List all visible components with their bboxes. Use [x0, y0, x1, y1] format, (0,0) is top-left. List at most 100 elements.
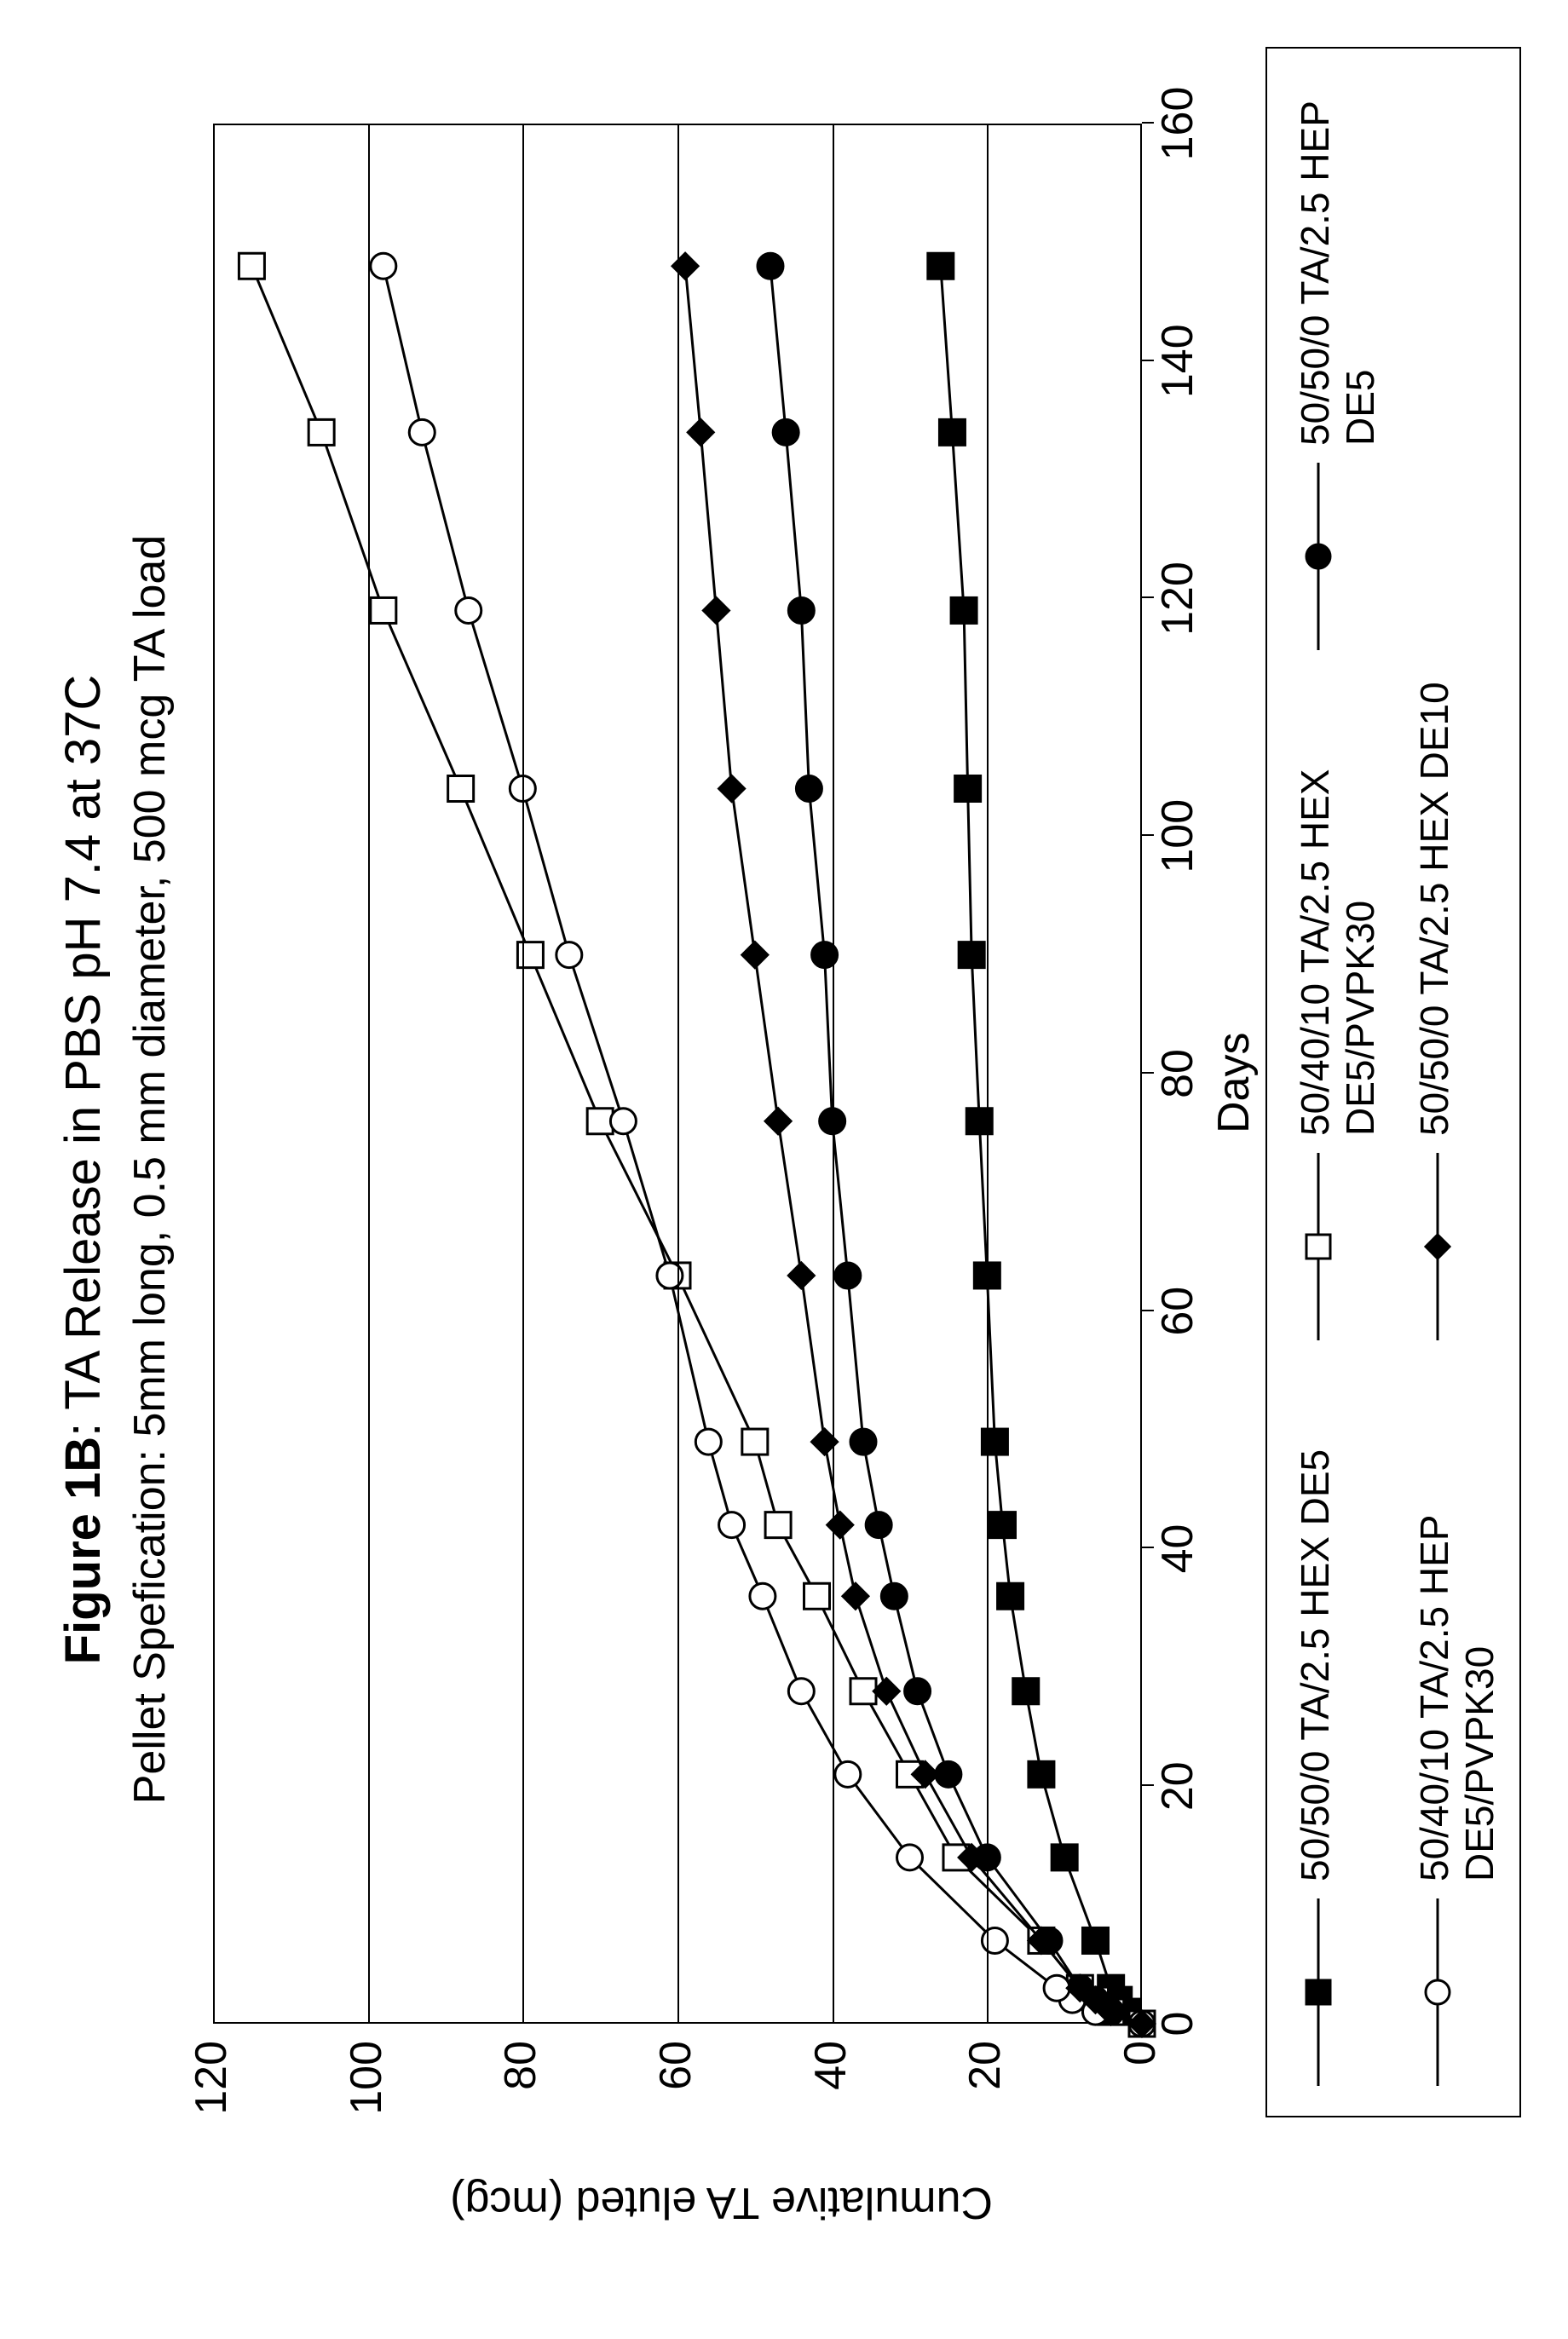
series-marker — [850, 1429, 876, 1455]
series-marker — [951, 597, 977, 623]
series-marker — [897, 1845, 923, 1870]
series-marker — [448, 776, 474, 802]
series-marker — [873, 1679, 899, 1704]
x-tick-label: 100 — [1152, 776, 1203, 896]
chart-title-line1: Figure 1B: TA Release in PBS pH 7.4 at 3… — [51, 0, 115, 2339]
gridline — [522, 124, 524, 2024]
series-marker — [982, 1927, 1007, 1953]
y-axis-label: Cumulative TA eluted (mcg) — [450, 2177, 993, 2228]
series-marker — [1013, 1679, 1039, 1704]
y-tick-label: 20 — [960, 2041, 1011, 2160]
series-marker — [239, 253, 264, 279]
x-tick-label: 20 — [1152, 1726, 1203, 1846]
series-marker — [804, 1583, 830, 1609]
series-line — [770, 266, 1142, 2024]
series-marker — [765, 1512, 791, 1538]
plot-area: 020406080100120020406080100120140160 — [213, 124, 1142, 2024]
series-marker — [796, 776, 821, 802]
series-marker — [556, 942, 582, 968]
series-marker — [742, 942, 768, 968]
series-marker — [788, 1263, 814, 1288]
chart-title-line2: Pellet Spefication: 5mm long, 0.5 mm dia… — [122, 0, 180, 2339]
series-marker — [1029, 1761, 1054, 1787]
legend-label: 50/40/10 TA/2.5 HEXDE5/PVPK30 — [1293, 769, 1383, 1136]
legend-swatch — [1293, 463, 1344, 650]
series-marker — [843, 1583, 868, 1609]
legend-box: 50/50/0 TA/2.5 HEX DE5 50/40/10 TA/2.5 HE… — [1265, 47, 1521, 2117]
series-line — [685, 266, 1142, 2024]
series-marker — [371, 597, 396, 623]
series-marker — [773, 419, 798, 445]
series-marker — [750, 1583, 775, 1609]
series-marker — [517, 942, 543, 968]
series-marker — [835, 1263, 861, 1288]
series-marker — [688, 419, 713, 445]
series-marker — [866, 1512, 891, 1538]
legend-swatch — [1412, 1153, 1463, 1340]
series-marker — [1052, 1845, 1077, 1870]
legend-label: 50/50/0 TA/2.5 HEP DE5 — [1293, 71, 1383, 446]
series-line — [941, 266, 1142, 2024]
series-marker — [928, 253, 954, 279]
series-marker — [905, 1679, 931, 1704]
series-marker — [672, 253, 698, 279]
x-tick-label: 160 — [1152, 64, 1203, 183]
legend-item: 50/50/0 TA/2.5 HEX DE10 — [1412, 659, 1463, 1340]
series-marker — [371, 253, 396, 279]
series-marker — [695, 1429, 721, 1455]
series-marker — [308, 419, 334, 445]
gridline — [987, 124, 989, 2024]
landscape-canvas: Figure 1B: TA Release in PBS pH 7.4 at 3… — [0, 0, 1568, 2339]
series-marker — [788, 1679, 814, 1704]
series-marker — [982, 1429, 1007, 1455]
series-marker — [835, 1761, 861, 1787]
series-marker — [827, 1512, 853, 1538]
series-marker — [719, 776, 745, 802]
series-marker — [765, 1109, 791, 1134]
legend-item: 50/50/0 TA/2.5 HEP DE5 — [1293, 71, 1383, 650]
series-marker — [742, 1429, 768, 1455]
series-marker — [610, 1109, 636, 1134]
y-tick-label: 40 — [805, 2041, 856, 2160]
legend-label: 50/50/0 TA/2.5 HEX DE5 — [1293, 1449, 1338, 1881]
x-tick-label: 0 — [1152, 1964, 1203, 2083]
series-line — [383, 266, 1142, 2024]
legend-label: 50/50/0 TA/2.5 HEX DE10 — [1412, 682, 1457, 1136]
legend-swatch — [1293, 1153, 1344, 1340]
legend-item: 50/40/10 TA/2.5 HEXDE5/PVPK30 — [1293, 659, 1383, 1340]
legend-swatch — [1412, 1898, 1463, 2086]
series-marker — [587, 1109, 613, 1134]
series-marker — [758, 253, 783, 279]
series-marker — [881, 1583, 907, 1609]
chart-title-block: Figure 1B: TA Release in PBS pH 7.4 at 3… — [51, 0, 180, 2339]
x-tick-label: 120 — [1152, 539, 1203, 659]
title-rest: : TA Release in PBS pH 7.4 at 37C — [55, 675, 111, 1437]
series-marker — [959, 942, 984, 968]
gridline — [368, 124, 370, 2024]
x-tick-label: 40 — [1152, 1489, 1203, 1609]
y-tick-label: 120 — [186, 2041, 237, 2160]
series-marker — [456, 597, 481, 623]
series-marker — [788, 597, 814, 623]
legend-item: 50/40/10 TA/2.5 HEPDE5/PVPK30 — [1412, 1353, 1502, 2086]
series-marker — [998, 1583, 1023, 1609]
y-tick-label: 100 — [341, 2041, 392, 2160]
series-marker — [409, 419, 435, 445]
gridline — [677, 124, 679, 2024]
series-line — [251, 266, 1142, 2024]
series-marker — [703, 597, 729, 623]
x-tick-label: 140 — [1152, 302, 1203, 421]
y-tick-label: 80 — [495, 2041, 546, 2160]
x-axis-label: Days — [1208, 1033, 1260, 1133]
series-marker — [955, 776, 981, 802]
x-tick-label: 60 — [1152, 1252, 1203, 1371]
series-marker — [939, 419, 965, 445]
page-root: Figure 1B: TA Release in PBS pH 7.4 at 3… — [0, 0, 1568, 2339]
legend-label: 50/40/10 TA/2.5 HEPDE5/PVPK30 — [1412, 1515, 1502, 1881]
series-marker — [1083, 1927, 1109, 1953]
legend-swatch — [1293, 1898, 1344, 2086]
y-tick-label: 60 — [650, 2041, 701, 2160]
series-marker — [990, 1512, 1016, 1538]
legend-item: 50/50/0 TA/2.5 HEX DE5 — [1293, 1353, 1344, 2086]
figure-label: Figure 1B — [55, 1437, 111, 1665]
